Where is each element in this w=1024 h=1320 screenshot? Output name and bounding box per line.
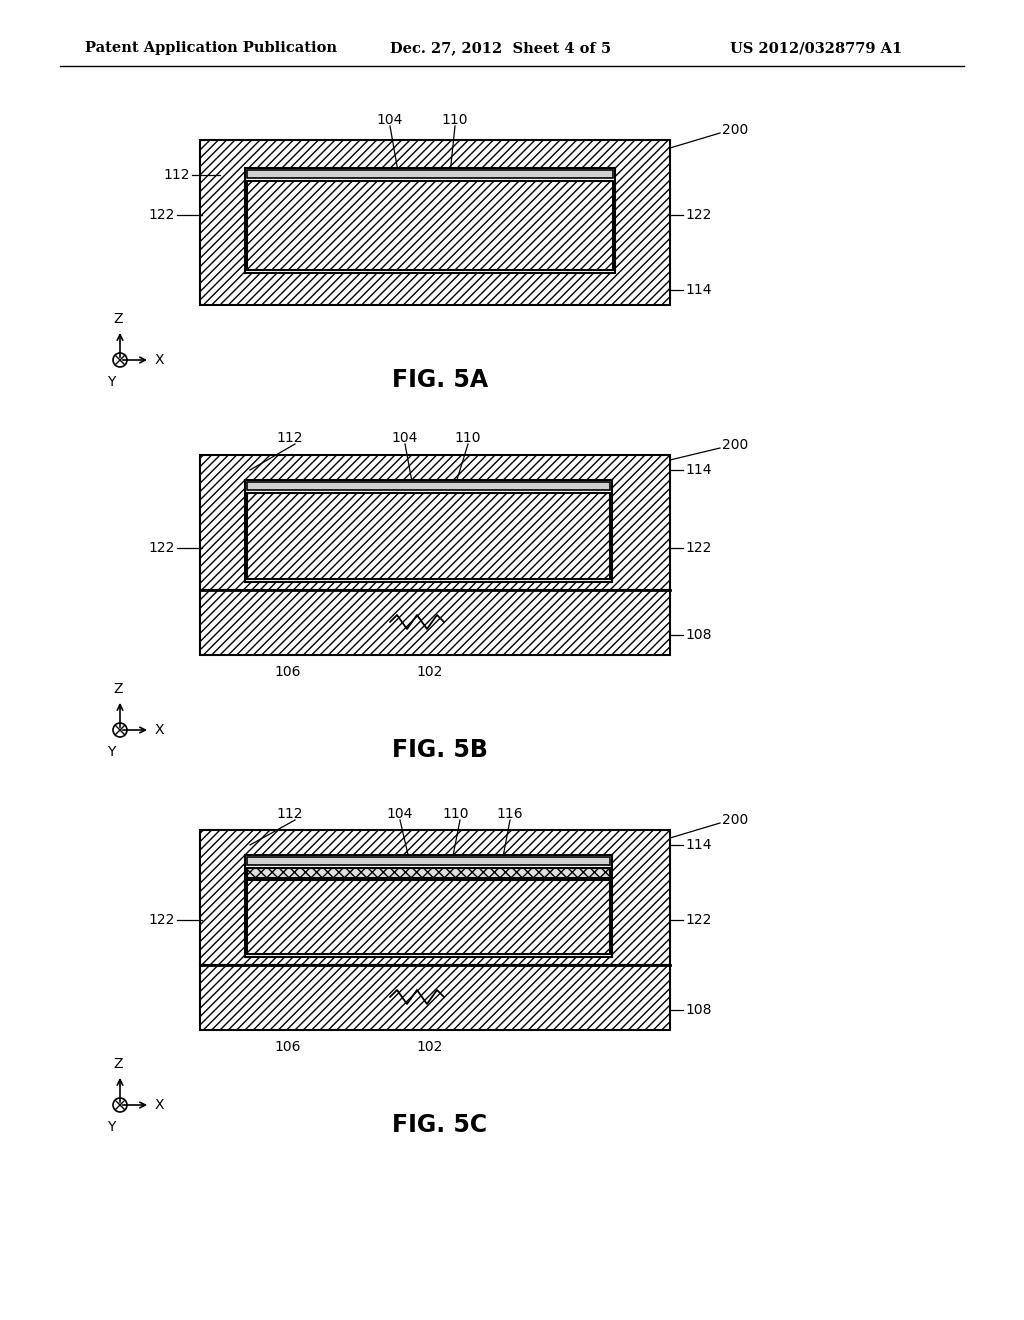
Text: 102: 102 xyxy=(417,665,443,678)
Bar xyxy=(247,482,610,490)
Text: 106: 106 xyxy=(274,665,301,678)
Text: 112: 112 xyxy=(276,432,303,445)
Text: 122: 122 xyxy=(148,541,175,554)
Text: 200: 200 xyxy=(722,123,749,137)
Bar xyxy=(200,140,670,305)
Text: 122: 122 xyxy=(148,209,175,222)
Text: Dec. 27, 2012  Sheet 4 of 5: Dec. 27, 2012 Sheet 4 of 5 xyxy=(390,41,611,55)
Text: US 2012/0328779 A1: US 2012/0328779 A1 xyxy=(730,41,902,55)
Text: 110: 110 xyxy=(455,432,481,445)
Text: 108: 108 xyxy=(685,628,712,642)
Text: 110: 110 xyxy=(442,807,469,821)
Bar xyxy=(200,830,670,965)
Bar xyxy=(245,168,615,273)
Bar xyxy=(247,492,610,579)
Text: X: X xyxy=(155,1098,165,1111)
Text: 122: 122 xyxy=(148,913,175,927)
Text: X: X xyxy=(155,723,165,737)
Text: 114: 114 xyxy=(685,463,712,477)
Text: 104: 104 xyxy=(377,114,403,127)
Bar xyxy=(200,590,670,655)
Text: FIG. 5B: FIG. 5B xyxy=(392,738,488,762)
Bar xyxy=(200,455,670,590)
Text: 110: 110 xyxy=(441,114,468,127)
Text: 106: 106 xyxy=(274,1040,301,1053)
Text: X: X xyxy=(155,352,165,367)
Text: 102: 102 xyxy=(417,1040,443,1053)
Text: 200: 200 xyxy=(722,438,749,451)
Bar xyxy=(247,869,610,878)
Bar xyxy=(200,965,670,1030)
Text: 114: 114 xyxy=(685,838,712,851)
Bar xyxy=(245,480,612,582)
Text: Patent Application Publication: Patent Application Publication xyxy=(85,41,337,55)
Text: 112: 112 xyxy=(164,168,190,182)
Text: FIG. 5A: FIG. 5A xyxy=(392,368,488,392)
Text: 122: 122 xyxy=(685,541,712,554)
Bar xyxy=(245,855,612,957)
Text: 122: 122 xyxy=(685,209,712,222)
Bar xyxy=(247,857,610,865)
Text: 200: 200 xyxy=(722,813,749,828)
Text: 114: 114 xyxy=(685,282,712,297)
Bar xyxy=(247,181,613,271)
Text: 116: 116 xyxy=(497,807,523,821)
Bar xyxy=(247,170,613,178)
Text: FIG. 5C: FIG. 5C xyxy=(392,1113,487,1137)
Text: 112: 112 xyxy=(276,807,303,821)
Text: Z: Z xyxy=(114,682,123,696)
Text: Y: Y xyxy=(106,744,115,759)
Text: Z: Z xyxy=(114,312,123,326)
Text: 122: 122 xyxy=(685,913,712,927)
Text: Y: Y xyxy=(106,375,115,389)
Text: 104: 104 xyxy=(392,432,418,445)
Text: 104: 104 xyxy=(387,807,414,821)
Bar xyxy=(247,880,610,954)
Text: Z: Z xyxy=(114,1057,123,1071)
Text: Y: Y xyxy=(106,1119,115,1134)
Text: 108: 108 xyxy=(685,1003,712,1016)
